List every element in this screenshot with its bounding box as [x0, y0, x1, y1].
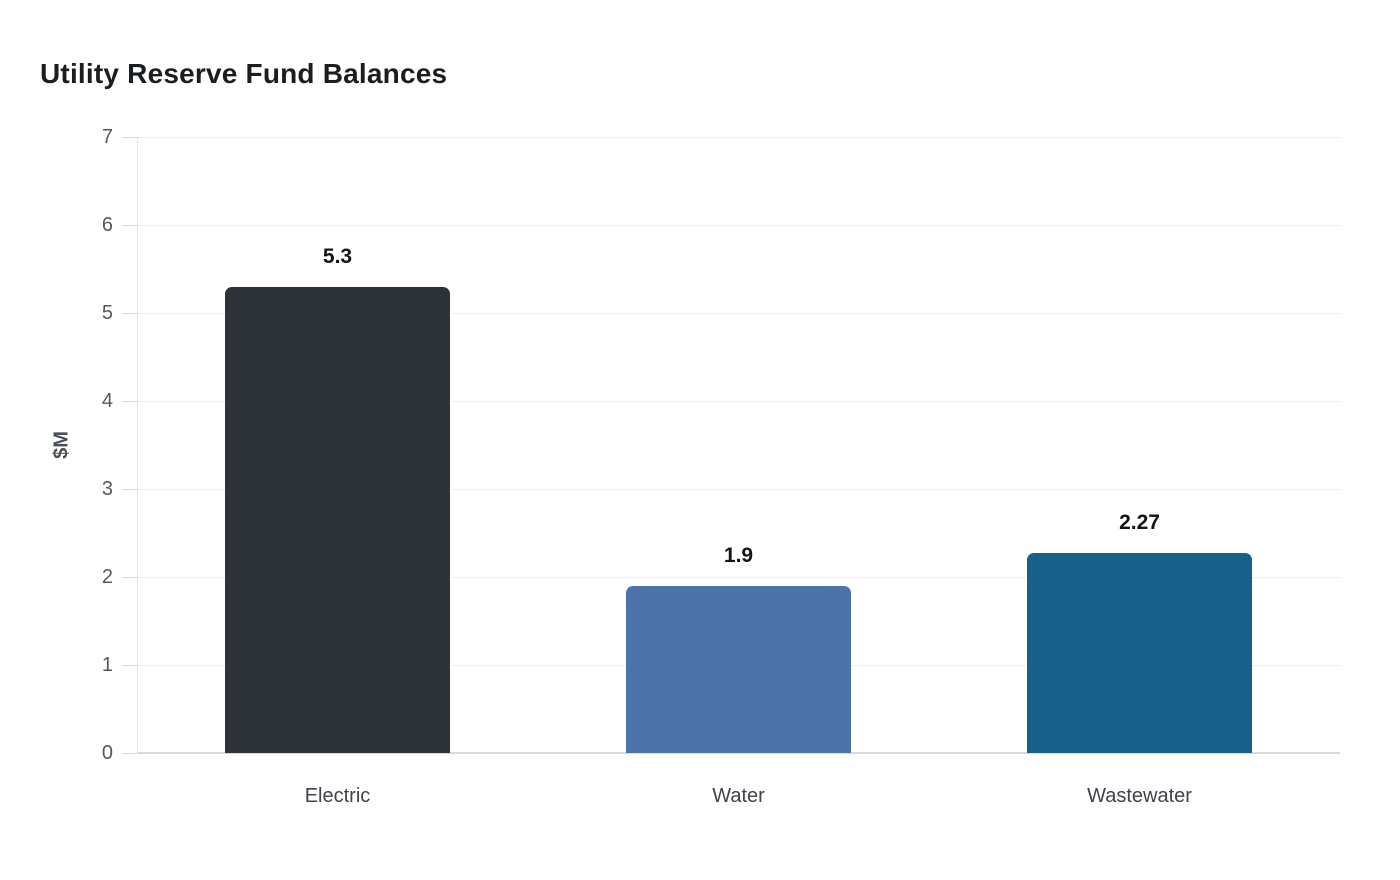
y-tick-mark-2 — [122, 577, 137, 578]
gridline-y-7 — [137, 137, 1340, 138]
bar-water — [626, 586, 851, 753]
y-tick-label-1: 1 — [101, 654, 113, 676]
chart-title: Utility Reserve Fund Balances — [40, 58, 448, 89]
y-tick-label-6: 6 — [101, 214, 113, 236]
bar-electric — [225, 287, 450, 753]
gridline-y-0 — [137, 752, 1340, 754]
y-tick-mark-0 — [122, 753, 137, 754]
value-label-electric: 5.3 — [322, 245, 353, 268]
gridline-y-5 — [137, 313, 1340, 314]
gridline-y-2 — [137, 577, 1340, 578]
x-axis-label-wastewater: Wastewater — [1087, 785, 1192, 807]
gridline-y-3 — [137, 489, 1340, 490]
y-tick-mark-5 — [122, 313, 137, 314]
y-tick-mark-1 — [122, 665, 137, 666]
value-label-wastewater: 2.27 — [1119, 511, 1160, 534]
y-tick-label-4: 4 — [101, 390, 113, 412]
bar-wastewater — [1027, 553, 1252, 753]
x-axis-label-water: Water — [712, 785, 765, 807]
y-tick-mark-6 — [122, 225, 137, 226]
gridline-y-6 — [137, 225, 1340, 226]
gridline-y-4 — [137, 401, 1340, 402]
y-tick-label-3: 3 — [101, 478, 113, 500]
y-tick-label-5: 5 — [101, 302, 113, 324]
y-tick-label-7: 7 — [101, 126, 113, 148]
y-tick-mark-4 — [122, 401, 137, 402]
x-axis-label-electric: Electric — [304, 785, 371, 807]
value-label-water: 1.9 — [723, 544, 754, 567]
y-tick-mark-3 — [122, 489, 137, 490]
y-tick-label-2: 2 — [101, 566, 113, 588]
y-tick-label-0: 0 — [101, 742, 113, 764]
y-tick-mark-7 — [122, 137, 137, 138]
y-axis-line — [137, 137, 138, 753]
y-axis-title: $M — [50, 431, 73, 459]
